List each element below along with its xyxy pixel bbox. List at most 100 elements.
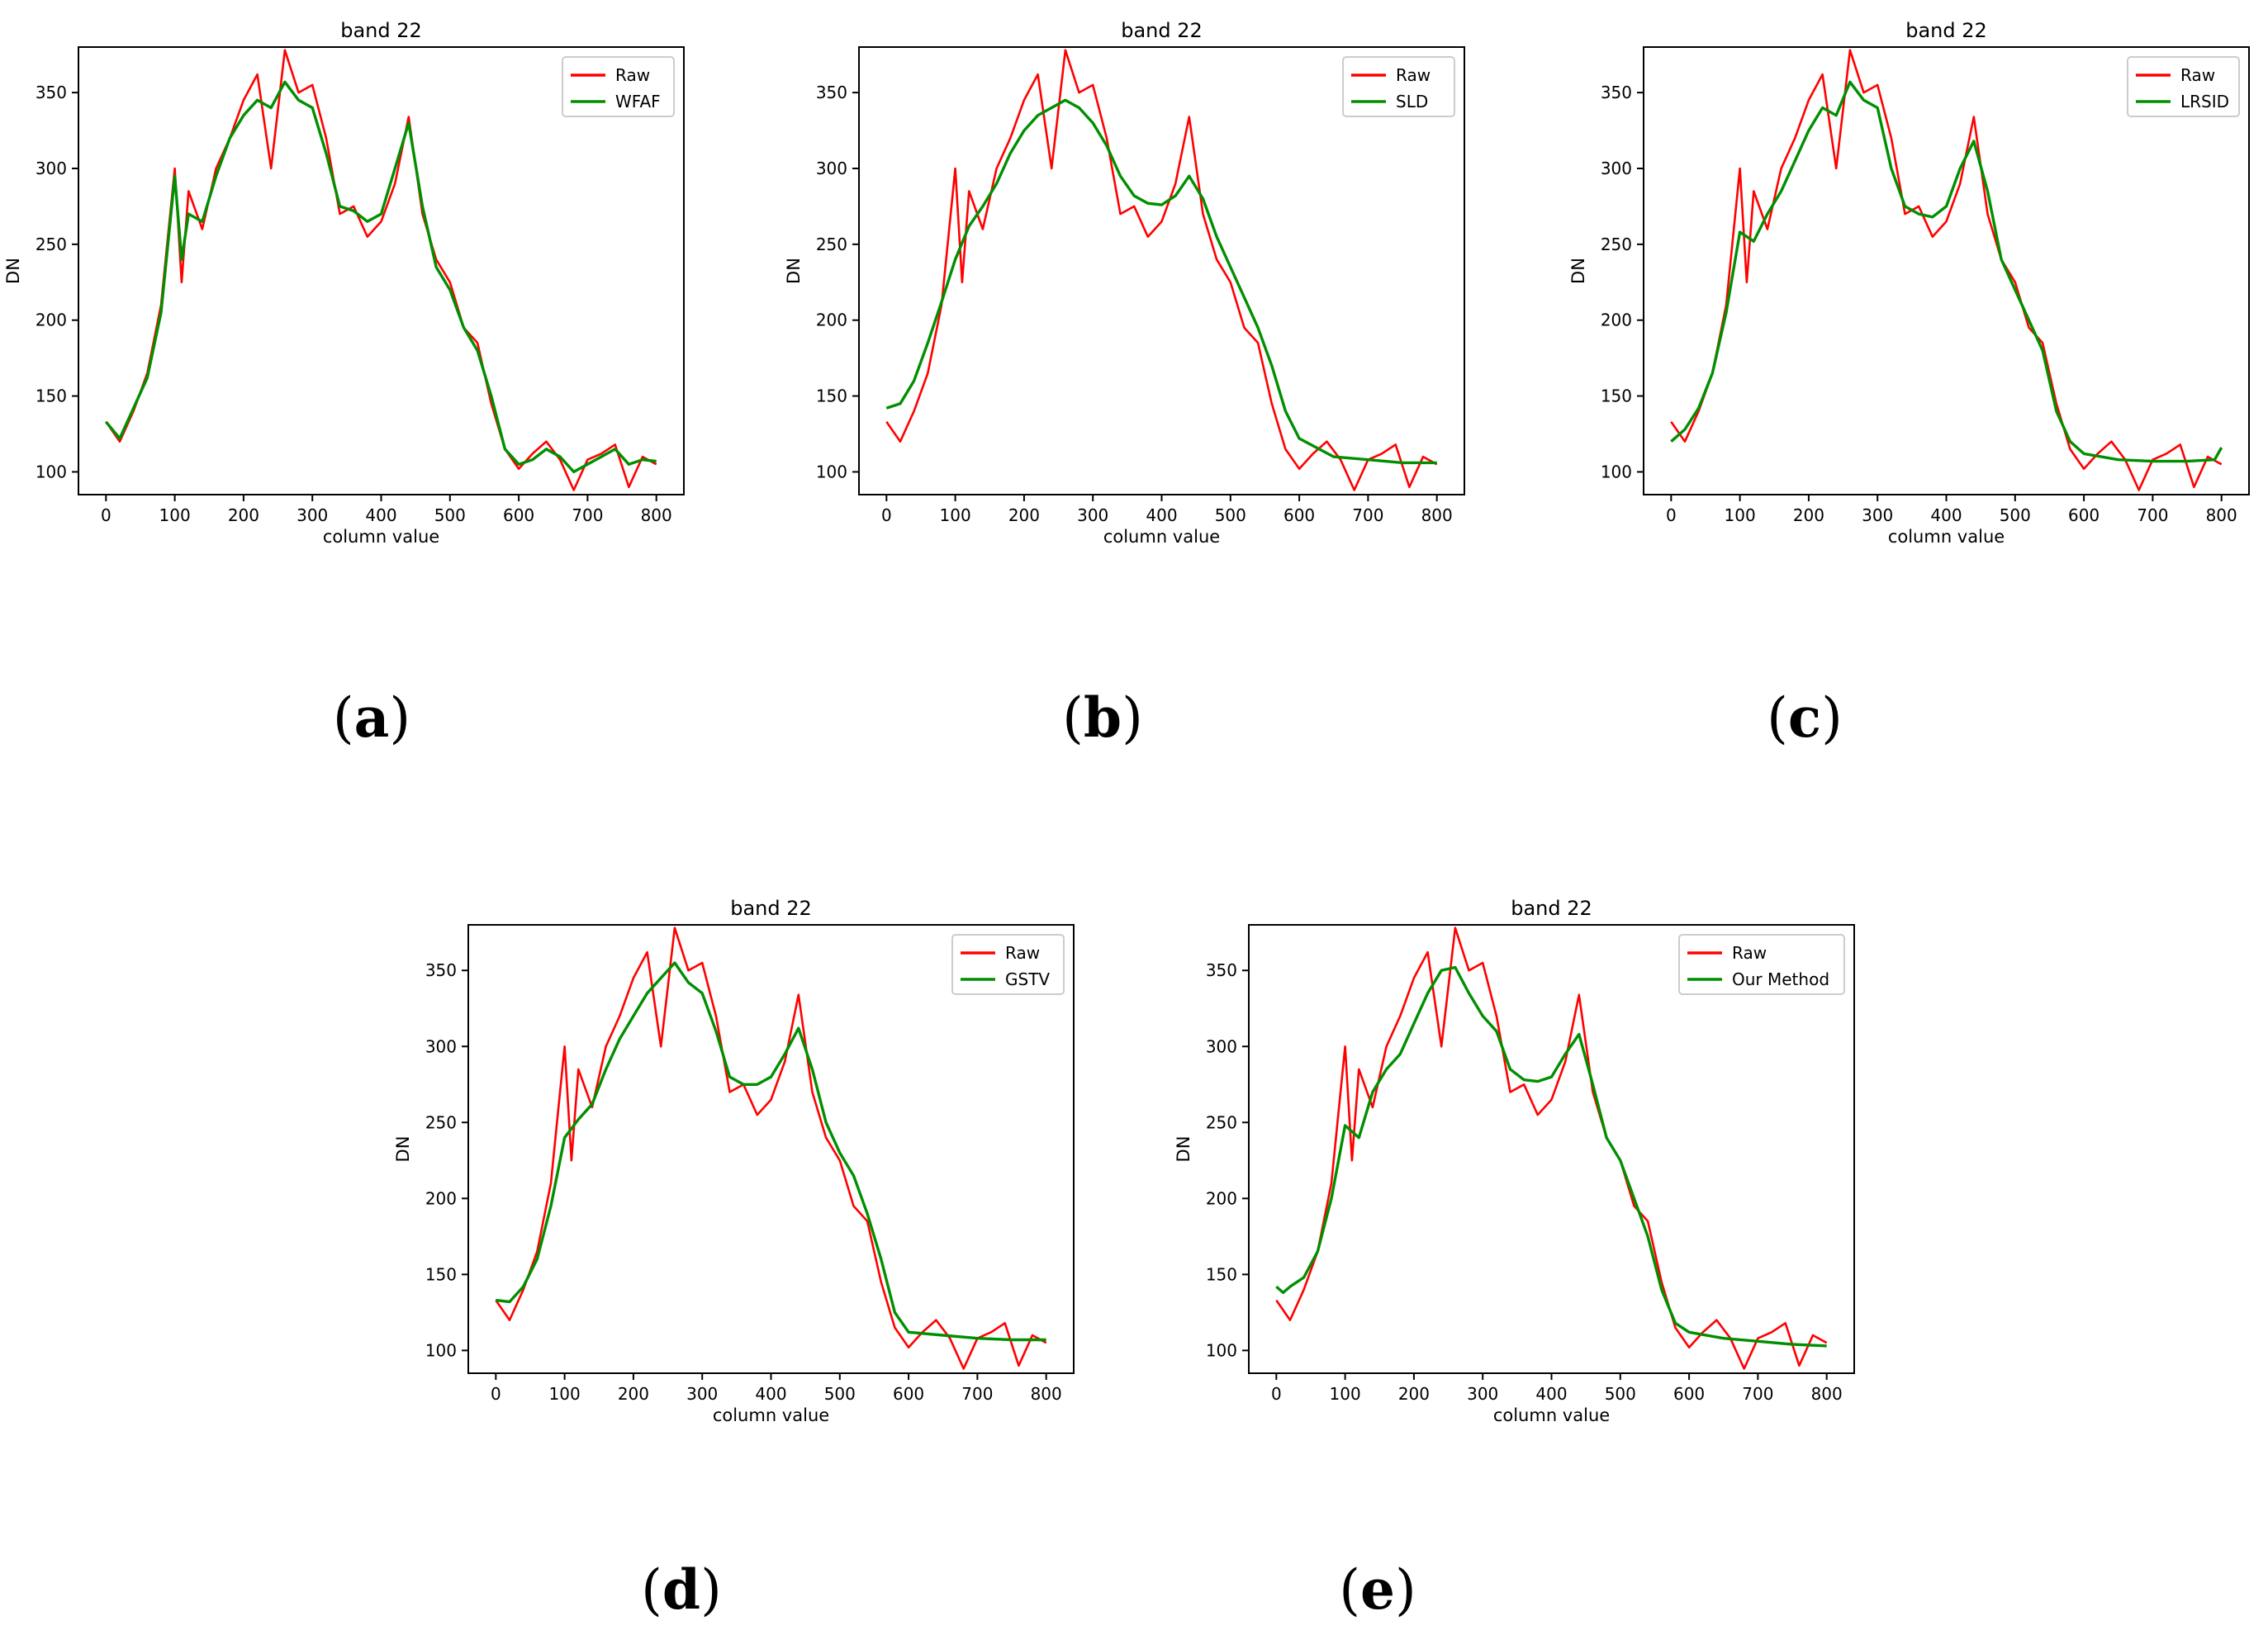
- y-axis-label: DN: [393, 1136, 413, 1163]
- y-tick-label: 100: [816, 462, 847, 481]
- panel-label-c: (c): [1767, 685, 1843, 750]
- legend-label-lrsid: LRSID: [2180, 92, 2229, 111]
- y-tick-label: 100: [36, 462, 67, 481]
- x-tick-label: 800: [1031, 1384, 1062, 1404]
- x-tick-label: 800: [1811, 1384, 1843, 1404]
- chart-title: band 22: [1121, 19, 1203, 42]
- x-tick-label: 500: [434, 505, 466, 525]
- x-axis-label: column value: [323, 527, 439, 547]
- legend-label-gstv: GSTV: [1005, 969, 1050, 989]
- y-tick-label: 100: [425, 1340, 457, 1360]
- series-line-raw: [1275, 926, 1828, 1370]
- x-tick-label: 200: [1008, 505, 1040, 525]
- series-line-sld: [885, 98, 1437, 465]
- y-tick-label: 150: [1601, 386, 1632, 406]
- panel-label-b: (b): [1062, 685, 1143, 750]
- series-line-lrsid: [1670, 80, 2223, 463]
- x-tick-label: 600: [1673, 1384, 1705, 1404]
- series-line-raw: [1670, 49, 2223, 491]
- x-tick-label: 300: [1862, 505, 1893, 525]
- x-tick-label: 300: [686, 1384, 718, 1404]
- x-tick-label: 500: [1215, 505, 1246, 525]
- y-tick-label: 150: [816, 386, 847, 406]
- x-tick-label: 100: [1330, 1384, 1361, 1404]
- y-tick-label: 350: [36, 83, 67, 102]
- y-tick-label: 200: [1601, 310, 1632, 330]
- x-tick-label: 700: [1352, 505, 1383, 525]
- y-axis-label: DN: [1174, 1136, 1193, 1163]
- chart-e: 0 100 200 300 400 500 600 700 800 100 150 200 250 300…: [1174, 897, 1855, 1425]
- x-tick-label: 100: [549, 1384, 581, 1404]
- y-tick-label: 200: [1206, 1188, 1237, 1208]
- x-tick-label: 400: [1535, 1384, 1567, 1404]
- x-tick-label: 0: [1271, 1384, 1282, 1404]
- x-axis-label: column value: [1103, 527, 1220, 547]
- x-tick-label: 0: [491, 1384, 501, 1404]
- x-tick-label: 700: [1742, 1384, 1773, 1404]
- x-tick-label: 300: [1467, 1384, 1498, 1404]
- series-line-raw: [105, 49, 657, 491]
- x-tick-label: 700: [961, 1384, 993, 1404]
- x-tick-label: 200: [1793, 505, 1824, 525]
- y-tick-label: 350: [816, 83, 847, 102]
- series-line-wfaf: [104, 80, 657, 474]
- y-tick-label: 200: [816, 310, 847, 330]
- series-line-raw: [495, 926, 1047, 1370]
- x-tick-label: 200: [1398, 1384, 1430, 1404]
- x-tick-label: 400: [1146, 505, 1177, 525]
- y-axis-label: DN: [1568, 258, 1588, 284]
- legend-label-raw: Raw: [1396, 65, 1431, 85]
- x-tick-label: 600: [1283, 505, 1315, 525]
- series-line-our-method: [1275, 965, 1827, 1348]
- y-tick-label: 250: [36, 235, 67, 254]
- panel-label-c-letter: c: [1788, 685, 1821, 750]
- legend-label-sld: SLD: [1396, 92, 1428, 111]
- x-tick-label: 700: [572, 505, 603, 525]
- legend-label-raw: Raw: [615, 65, 650, 85]
- chart-d: 0 100 200 300 400 500 600 700 800 100 150 200 250 300…: [393, 897, 1075, 1425]
- y-tick-label: 350: [425, 960, 457, 980]
- legend-label-our-method: Our Method: [1732, 969, 1829, 989]
- x-tick-label: 500: [824, 1384, 856, 1404]
- x-tick-label: 0: [881, 505, 892, 525]
- y-tick-label: 250: [816, 235, 847, 254]
- x-tick-label: 200: [618, 1384, 649, 1404]
- x-tick-label: 500: [1605, 1384, 1636, 1404]
- x-tick-label: 700: [2137, 505, 2168, 525]
- y-tick-label: 300: [816, 159, 847, 178]
- y-tick-label: 300: [1601, 159, 1632, 178]
- chart-title: band 22: [340, 19, 422, 42]
- y-tick-label: 250: [1206, 1112, 1237, 1132]
- x-axis-label: column value: [1493, 1405, 1610, 1425]
- x-tick-label: 600: [2068, 505, 2100, 525]
- x-axis-label: column value: [1888, 527, 2005, 547]
- x-tick-label: 300: [1077, 505, 1108, 525]
- x-tick-label: 800: [2206, 505, 2237, 525]
- chart-title: band 22: [1511, 897, 1592, 920]
- y-tick-label: 300: [36, 159, 67, 178]
- y-tick-label: 300: [1206, 1036, 1237, 1056]
- y-tick-label: 200: [425, 1188, 457, 1208]
- panel-label-b-letter: b: [1084, 685, 1122, 750]
- y-tick-label: 250: [1601, 235, 1632, 254]
- y-tick-label: 250: [425, 1112, 457, 1132]
- legend-label-raw: Raw: [2180, 65, 2215, 85]
- x-tick-label: 400: [1930, 505, 1962, 525]
- x-tick-label: 0: [101, 505, 112, 525]
- y-axis-label: DN: [3, 258, 23, 284]
- x-tick-label: 100: [940, 505, 971, 525]
- x-tick-label: 500: [2000, 505, 2031, 525]
- chart-b: 0 100 200 300 400 500 600 700 800 100 150 200 250 300…: [784, 19, 1465, 547]
- chart-title: band 22: [730, 897, 812, 920]
- panel-label-e-letter: e: [1360, 1557, 1395, 1622]
- y-tick-label: 150: [36, 386, 67, 406]
- y-tick-label: 100: [1206, 1340, 1237, 1360]
- x-tick-label: 400: [365, 505, 396, 525]
- y-tick-label: 200: [36, 310, 67, 330]
- x-tick-label: 800: [641, 505, 672, 525]
- chart-c: 0 100 200 300 400 500 600 700 800 100 150 200 250 300…: [1568, 19, 2250, 547]
- series-line-raw: [885, 49, 1438, 491]
- y-tick-label: 100: [1601, 462, 1632, 481]
- x-tick-label: 200: [228, 505, 259, 525]
